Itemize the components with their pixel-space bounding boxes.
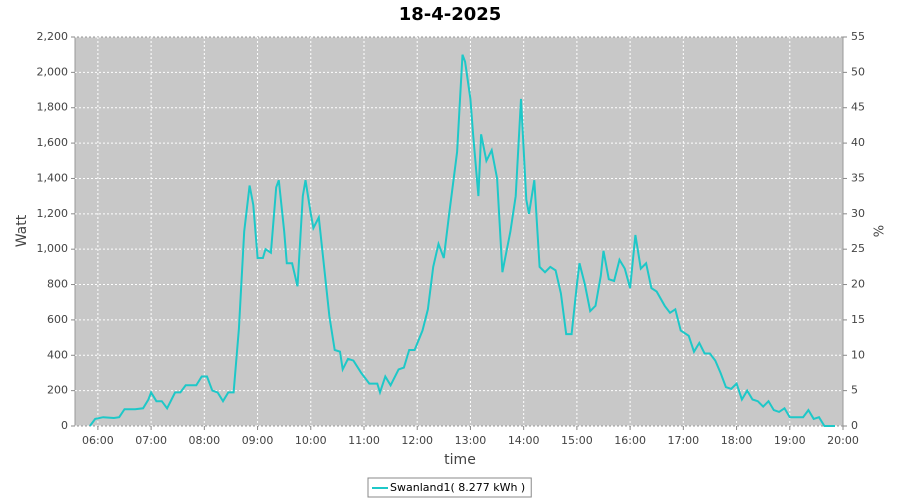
y-tick-label: 600: [47, 313, 68, 326]
y2-axis-title: %: [873, 225, 888, 237]
x-tick-label: 15:00: [561, 434, 593, 447]
x-tick-label: 12:00: [401, 434, 433, 447]
x-tick-label: 08:00: [188, 434, 220, 447]
x-tick-label: 06:00: [82, 434, 114, 447]
y2-tick-label: 20: [851, 278, 865, 291]
y2-tick-label: 0: [851, 419, 858, 432]
y-tick-label: 1,400: [37, 171, 69, 184]
x-tick-label: 14:00: [508, 434, 540, 447]
y2-tick-label: 30: [851, 207, 865, 220]
y2-tick-label: 45: [851, 101, 865, 114]
y2-tick-label: 15: [851, 313, 865, 326]
x-axis-title: time: [444, 452, 476, 468]
data-line: [89, 54, 835, 427]
y-tick-label: 1,200: [37, 207, 69, 220]
x-tick-label: 18:00: [721, 434, 753, 447]
x-tick-label: 16:00: [614, 434, 646, 447]
y2-tick-label: 55: [851, 30, 865, 43]
y2-tick-label: 35: [851, 171, 865, 184]
y-tick-label: 1,800: [37, 101, 69, 114]
chart-title: 18-4-2025: [399, 4, 502, 25]
x-tick-label: 20:00: [827, 434, 859, 447]
y-tick-label: 1,000: [37, 242, 69, 255]
x-tick-label: 13:00: [455, 434, 487, 447]
y-tick-label: 1,600: [37, 136, 69, 149]
y2-tick-label: 40: [851, 136, 865, 149]
y-tick-label: 800: [47, 278, 68, 291]
y-axis-title: Watt: [14, 214, 30, 247]
x-tick-label: 19:00: [774, 434, 806, 447]
y-tick-label: 200: [47, 384, 68, 397]
y-tick-label: 2,000: [37, 65, 69, 78]
x-tick-label: 10:00: [295, 434, 327, 447]
legend-label: Swanland1( 8.277 kWh ): [390, 481, 525, 494]
x-tick-label: 07:00: [135, 434, 167, 447]
y-tick-label: 0: [61, 419, 68, 432]
x-tick-label: 17:00: [667, 434, 699, 447]
legend-box: [367, 477, 532, 498]
x-tick-label: 11:00: [348, 434, 380, 447]
y2-tick-label: 25: [851, 242, 865, 255]
plot-area: [74, 36, 844, 427]
legend: Swanland1( 8.277 kWh ): [367, 477, 532, 498]
y2-tick-label: 50: [851, 65, 865, 78]
x-tick-label: 09:00: [242, 434, 274, 447]
y-tick-label: 400: [47, 348, 68, 361]
y2-tick-label: 10: [851, 348, 865, 361]
y2-tick-label: 5: [851, 384, 858, 397]
y-tick-label: 2,200: [37, 30, 69, 43]
